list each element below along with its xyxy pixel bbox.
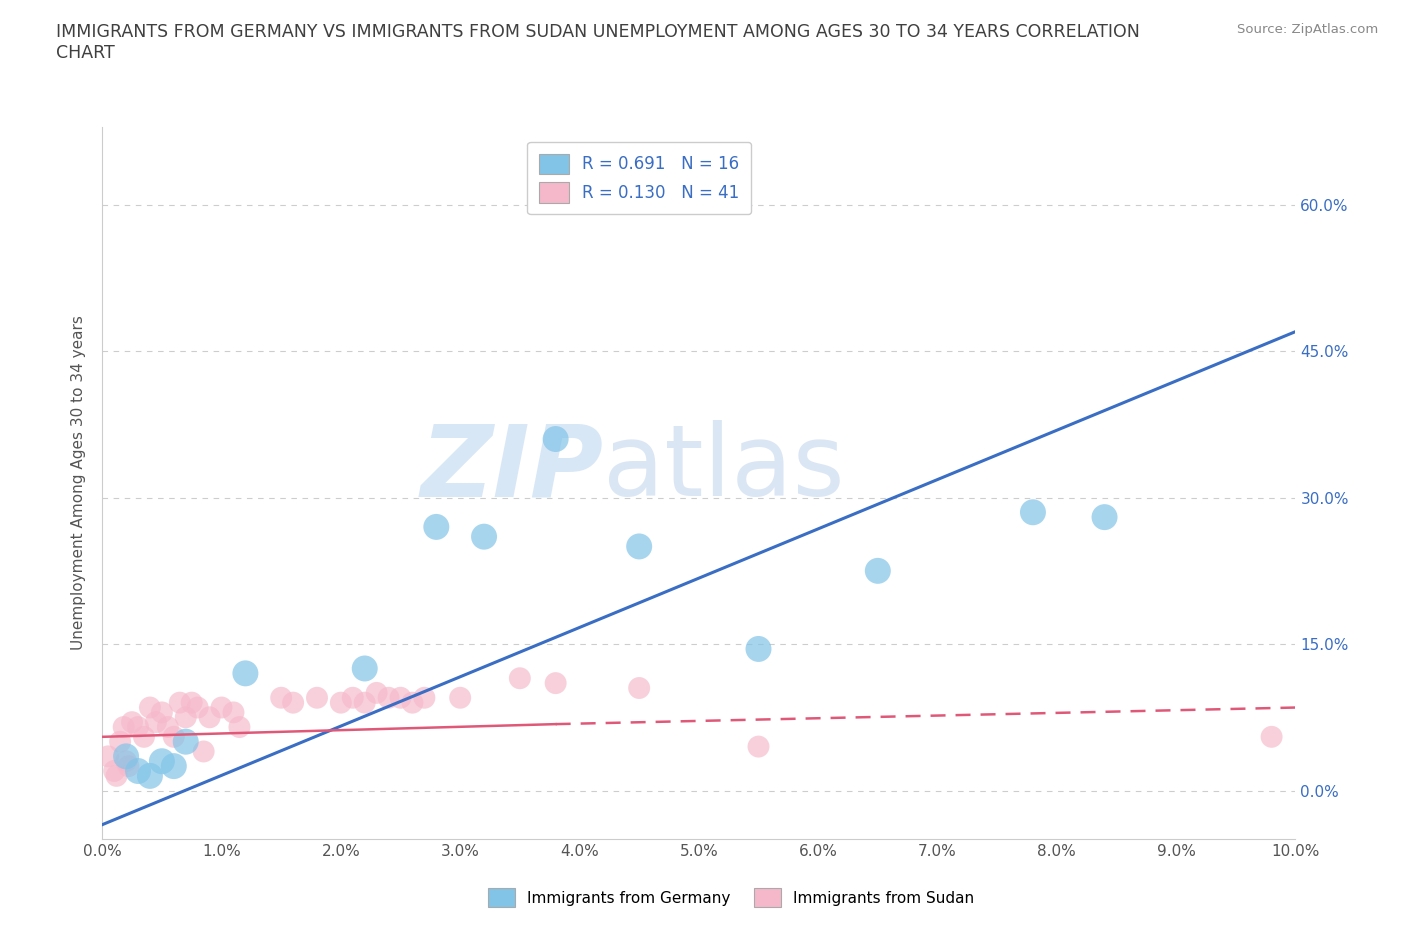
Point	[108, 735, 131, 750]
Point	[628, 681, 651, 696]
Point	[228, 720, 250, 735]
Text: atlas: atlas	[603, 420, 845, 517]
Point	[342, 690, 364, 705]
Text: ZIP: ZIP	[420, 420, 603, 517]
Point	[353, 696, 375, 711]
Point	[117, 759, 139, 774]
Point	[139, 700, 162, 715]
Point	[353, 661, 375, 676]
Point	[305, 690, 328, 705]
Point	[1022, 505, 1045, 520]
Point	[193, 744, 215, 759]
Point	[401, 696, 423, 711]
Point	[163, 759, 186, 774]
Text: IMMIGRANTS FROM GERMANY VS IMMIGRANTS FROM SUDAN UNEMPLOYMENT AMONG AGES 30 TO 3: IMMIGRANTS FROM GERMANY VS IMMIGRANTS FR…	[56, 23, 1140, 62]
Point	[156, 720, 179, 735]
Legend: R = 0.691   N = 16, R = 0.130   N = 41: R = 0.691 N = 16, R = 0.130 N = 41	[527, 142, 751, 215]
Point	[377, 690, 399, 705]
Point	[235, 666, 257, 681]
Point	[121, 715, 143, 730]
Point	[187, 700, 209, 715]
Point	[1260, 729, 1282, 744]
Text: Source: ZipAtlas.com: Source: ZipAtlas.com	[1237, 23, 1378, 36]
Point	[198, 710, 221, 724]
Point	[115, 749, 138, 764]
Point	[544, 432, 567, 446]
Point	[628, 539, 651, 554]
Point	[169, 696, 191, 711]
Point	[97, 749, 120, 764]
Point	[449, 690, 471, 705]
Point	[866, 564, 889, 578]
Point	[413, 690, 436, 705]
Point	[222, 705, 245, 720]
Point	[105, 768, 128, 783]
Point	[163, 729, 186, 744]
Point	[544, 676, 567, 691]
Point	[366, 685, 388, 700]
Point	[115, 754, 138, 769]
Point	[174, 735, 197, 750]
Legend: Immigrants from Germany, Immigrants from Sudan: Immigrants from Germany, Immigrants from…	[482, 883, 980, 913]
Point	[127, 764, 149, 778]
Point	[1094, 510, 1116, 525]
Point	[139, 768, 162, 783]
Point	[270, 690, 292, 705]
Point	[112, 720, 135, 735]
Point	[211, 700, 233, 715]
Point	[180, 696, 202, 711]
Point	[281, 696, 304, 711]
Point	[150, 754, 173, 769]
Point	[747, 642, 769, 657]
Point	[150, 705, 173, 720]
Point	[389, 690, 412, 705]
Point	[472, 529, 495, 544]
Point	[174, 710, 197, 724]
Point	[132, 729, 155, 744]
Y-axis label: Unemployment Among Ages 30 to 34 years: Unemployment Among Ages 30 to 34 years	[72, 315, 86, 650]
Point	[329, 696, 352, 711]
Point	[103, 764, 125, 778]
Point	[747, 739, 769, 754]
Point	[425, 520, 447, 535]
Point	[127, 720, 149, 735]
Point	[145, 715, 167, 730]
Point	[509, 671, 531, 685]
